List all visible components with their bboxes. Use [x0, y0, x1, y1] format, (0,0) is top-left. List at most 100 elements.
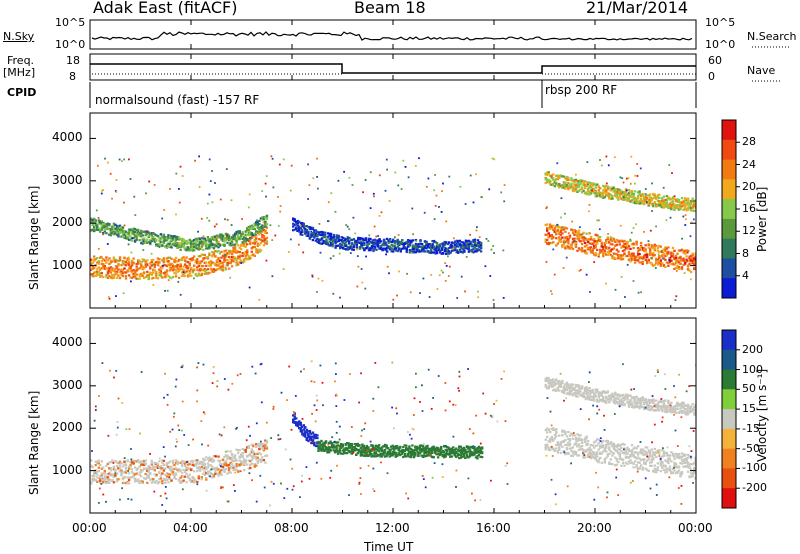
power-cell: [550, 174, 553, 177]
velocity-cell: [211, 476, 214, 479]
power-cell: [574, 178, 578, 181]
velocity-cell: [298, 420, 301, 423]
power-cell: [458, 239, 462, 242]
power-cell: [683, 261, 687, 264]
power-cell: [612, 247, 616, 250]
power-cell: [296, 224, 299, 227]
power-cell: [559, 184, 562, 187]
power-speckle: [491, 157, 494, 160]
velocity-cell: [156, 481, 160, 484]
power-cell: [650, 199, 653, 202]
power-cell: [152, 236, 155, 239]
power-cell: [580, 191, 584, 194]
velocity-cell: [301, 431, 304, 434]
velocity-cell: [126, 476, 129, 479]
velocity-cell: [296, 423, 299, 426]
power-cell: [473, 246, 477, 249]
power-cell: [658, 245, 661, 248]
power-speckle: [619, 224, 622, 227]
power-cell: [357, 236, 360, 239]
power-cell: [206, 268, 210, 271]
power-cell: [93, 271, 96, 274]
power-speckle: [214, 182, 216, 184]
power-cell: [624, 198, 628, 201]
power-cell: [361, 247, 365, 250]
velocity-cell: [235, 469, 238, 472]
power-speckle: [166, 289, 169, 292]
velocity-cell: [109, 472, 113, 476]
power-cell: [196, 238, 199, 241]
velocity-cell: [124, 471, 128, 474]
velocity-cell: [391, 452, 394, 455]
velocity-cell: [333, 446, 337, 449]
velocity-cell: [359, 451, 363, 454]
power-cell: [677, 199, 681, 202]
velocity-cell: [203, 470, 206, 473]
power-cell: [579, 240, 582, 243]
velocity-cell: [114, 460, 117, 463]
power-cell: [249, 225, 252, 228]
velocity-cell: [205, 456, 208, 459]
velocity-cell: [240, 460, 243, 463]
power-cell: [655, 257, 658, 260]
power-cell: [661, 249, 664, 252]
velocity-cell: [346, 448, 349, 451]
power-cell: [446, 249, 449, 252]
velocity-cell: [310, 432, 313, 435]
power-cell: [413, 245, 416, 248]
velocity-cell: [313, 435, 316, 438]
power-speckle: [118, 158, 121, 161]
power-speckle: [182, 271, 185, 274]
power-cell: [199, 267, 202, 270]
velocity-cell: [200, 476, 203, 479]
power-cell: [561, 229, 564, 232]
velocity-cell: [123, 471, 126, 474]
velocity-cell: [292, 414, 295, 417]
velocity-cell: [240, 463, 243, 466]
power-cell: [429, 246, 433, 249]
power-speckle: [593, 261, 596, 263]
power-speckle: [624, 296, 626, 298]
power-cell: [600, 194, 603, 197]
power-cell: [218, 262, 222, 265]
power-cell: [417, 243, 421, 246]
velocity-cell: [153, 481, 156, 484]
power-cell: [241, 254, 244, 258]
power-speckle: [134, 214, 137, 216]
power-cell: [180, 240, 184, 243]
power-cell: [209, 267, 213, 270]
power-speckle: [373, 195, 375, 198]
power-cell: [328, 237, 331, 240]
velocity-cell: [206, 462, 210, 465]
power-cell: [612, 252, 616, 255]
power-cell: [688, 257, 691, 260]
power-cell: [398, 248, 401, 251]
power-cell: [194, 237, 197, 240]
power-cell: [252, 233, 255, 236]
velocity-cell: [261, 459, 264, 462]
power-cell: [149, 271, 152, 274]
power-cell: [363, 249, 366, 252]
power-cell: [133, 234, 137, 237]
power-cell: [549, 226, 552, 229]
power-cell: [109, 276, 113, 279]
power-cell: [352, 238, 355, 241]
power-cell: [155, 243, 158, 246]
velocity-cell: [118, 460, 122, 463]
velocity-cell: [374, 447, 378, 451]
power-cell: [647, 204, 650, 207]
power-cell: [111, 269, 114, 272]
power-cell: [173, 271, 176, 275]
power-cell: [466, 244, 469, 247]
power-cell: [653, 246, 656, 249]
velocity-cell: [247, 444, 250, 448]
power-cell: [90, 268, 93, 271]
power-cell: [127, 238, 131, 241]
power-cell: [340, 238, 343, 241]
power-cell: [200, 242, 203, 245]
power-cell: [649, 251, 652, 254]
power-cell: [425, 247, 428, 250]
velocity-cell: [111, 474, 114, 477]
power-cell: [608, 192, 611, 195]
power-cell: [653, 243, 656, 246]
